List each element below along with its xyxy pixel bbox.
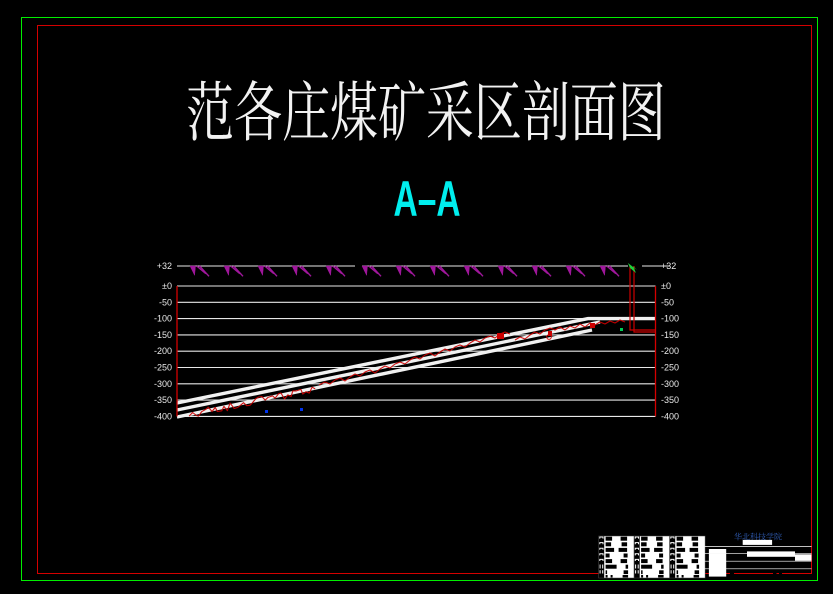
- svg-text:-150: -150: [154, 330, 172, 340]
- svg-text:+32: +32: [661, 261, 676, 271]
- svg-text:±0: ±0: [162, 281, 172, 291]
- svg-text:-300: -300: [154, 379, 172, 389]
- svg-text:+32: +32: [157, 261, 172, 271]
- svg-text:±0: ±0: [661, 281, 671, 291]
- svg-text:-250: -250: [154, 363, 172, 373]
- svg-text:-100: -100: [661, 314, 679, 324]
- svg-text:-350: -350: [661, 395, 679, 405]
- svg-text:-400: -400: [154, 411, 172, 421]
- svg-text:-400: -400: [661, 411, 679, 421]
- svg-text:-350: -350: [154, 395, 172, 405]
- svg-text:-100: -100: [154, 314, 172, 324]
- svg-text:-50: -50: [159, 297, 172, 307]
- svg-text:-200: -200: [661, 346, 679, 356]
- svg-text:-250: -250: [661, 363, 679, 373]
- svg-text:-50: -50: [661, 297, 674, 307]
- svg-text:-300: -300: [661, 379, 679, 389]
- svg-text:-150: -150: [661, 330, 679, 340]
- svg-text:-200: -200: [154, 346, 172, 356]
